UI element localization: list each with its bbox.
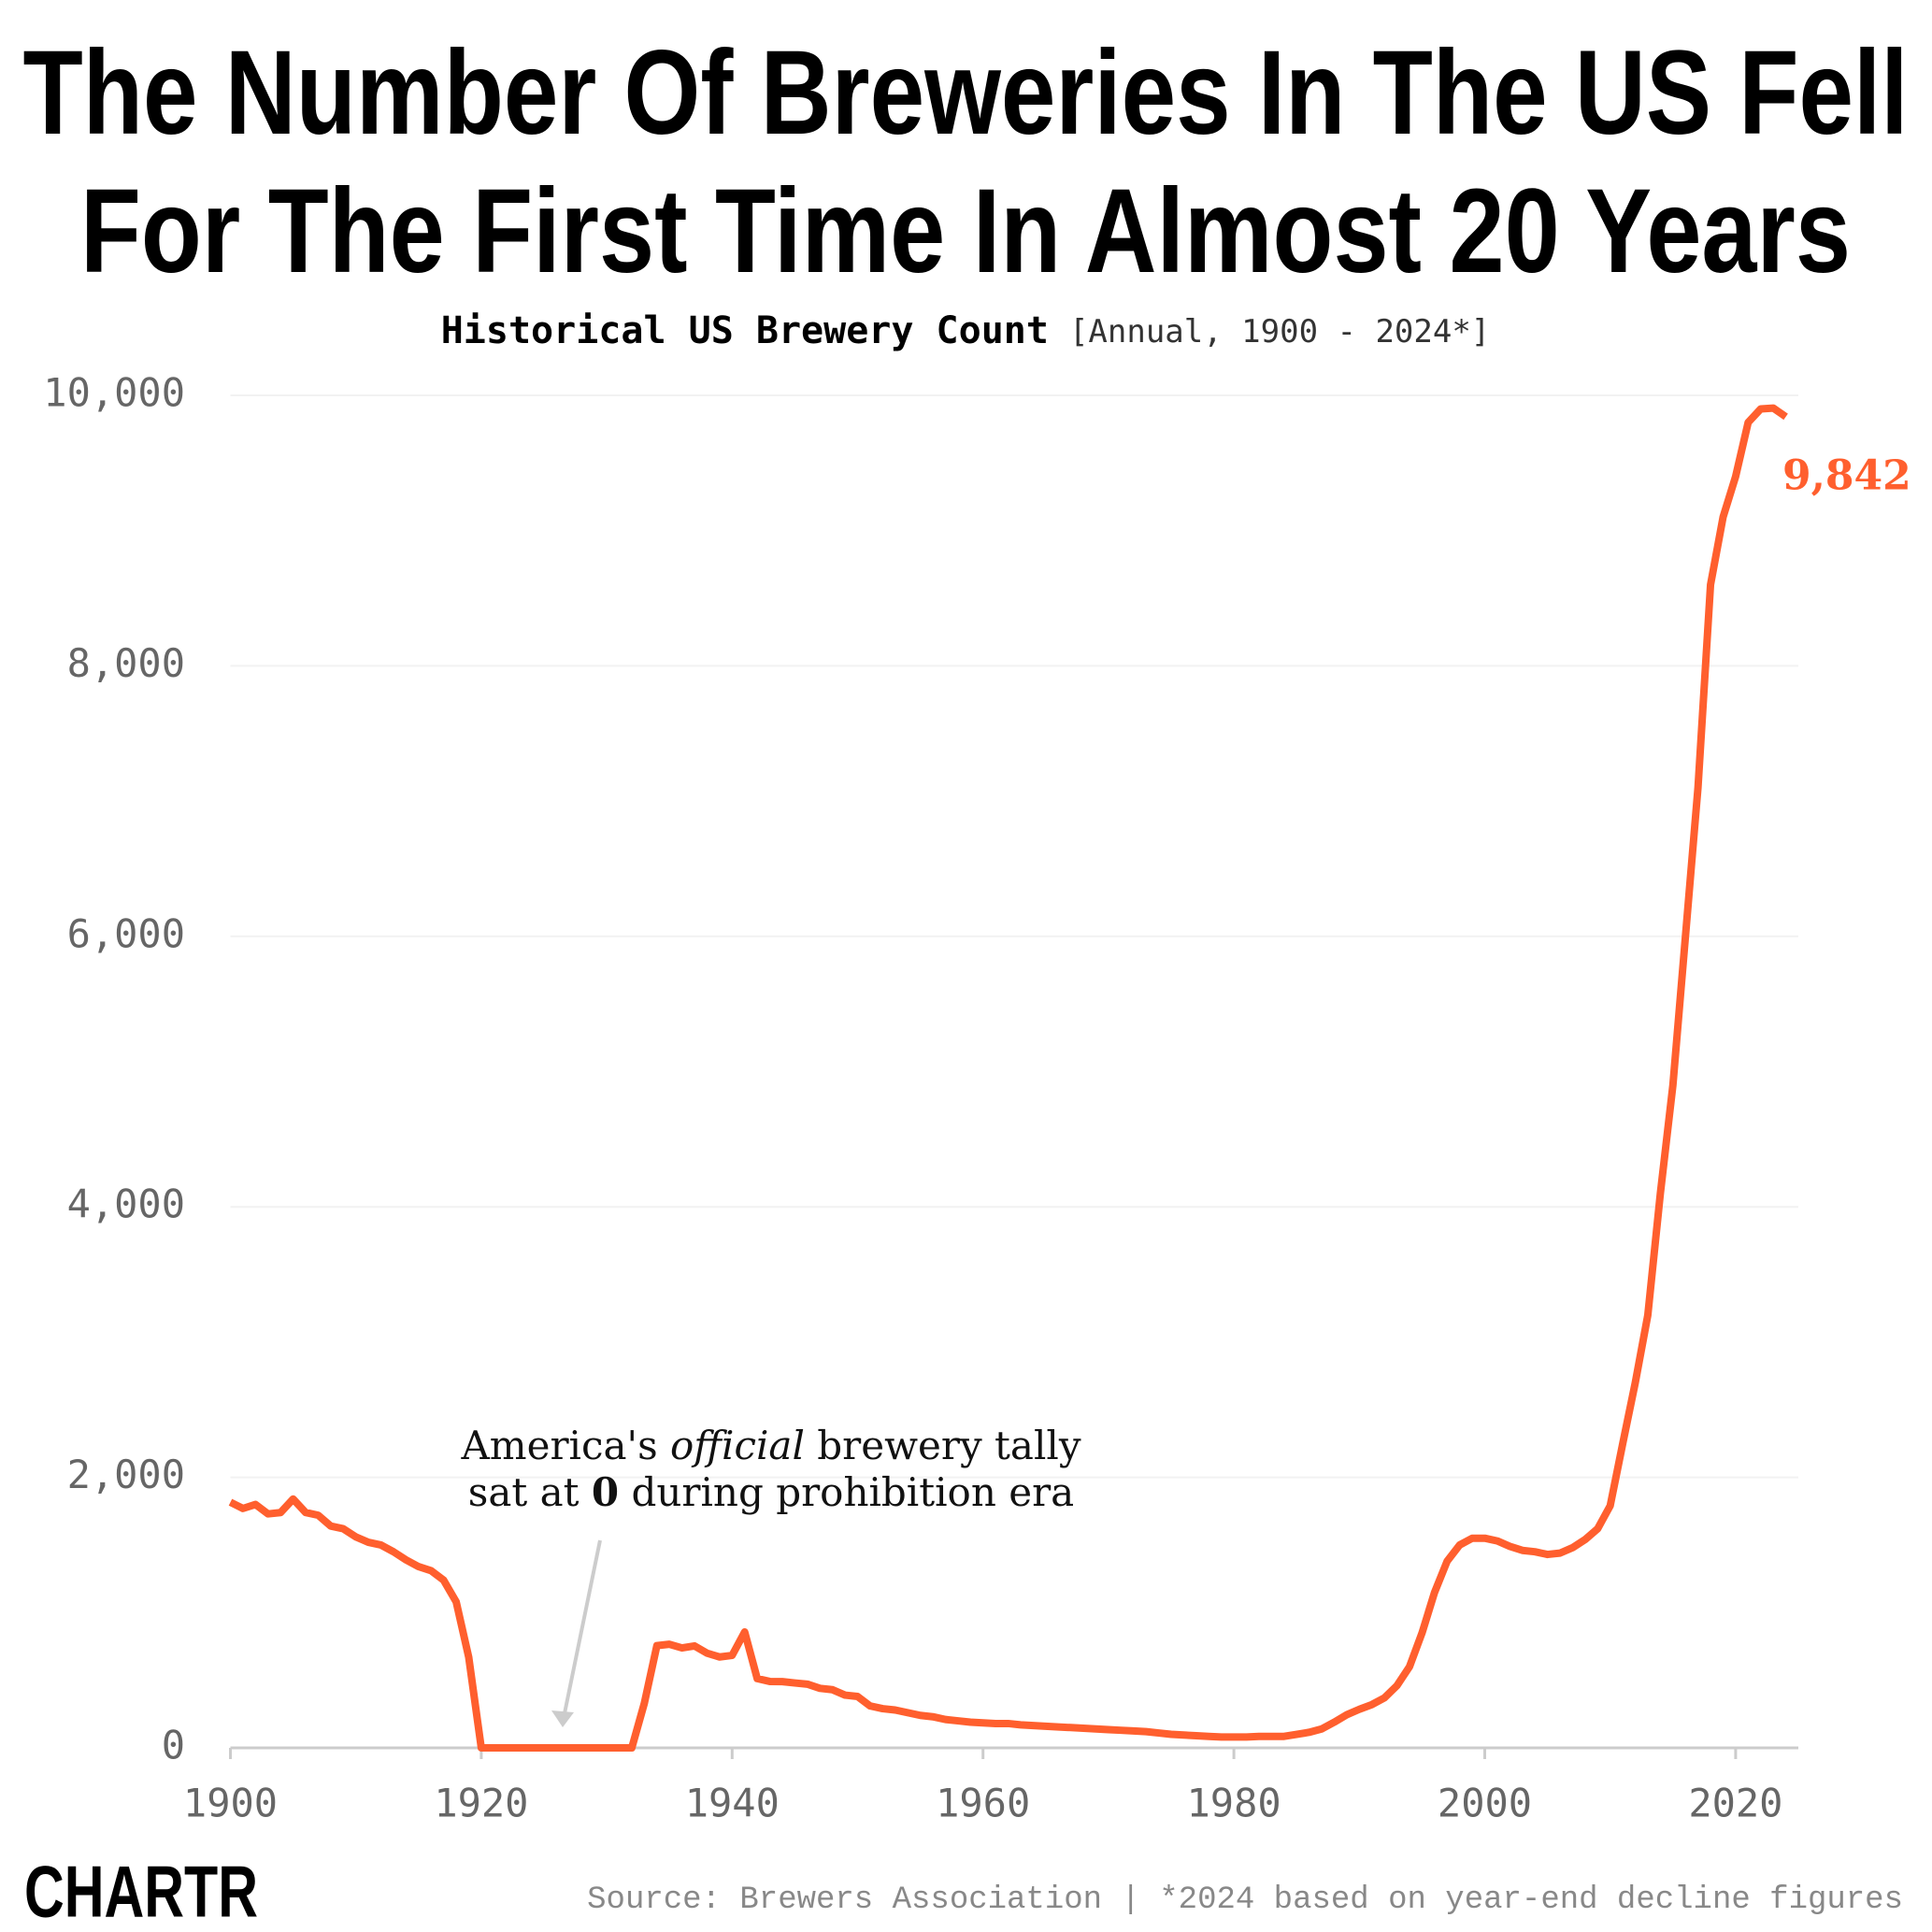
annotation-arrow	[562, 1539, 602, 1719]
x-tick-label: 1960	[936, 1781, 1030, 1826]
y-tick-label: 6,000	[67, 910, 185, 956]
y-tick-label: 2,000	[67, 1452, 185, 1497]
subtitle-main: Historical US Brewery Count	[441, 309, 1049, 352]
subtitle: Historical US Brewery Count [Annual, 1900…	[441, 309, 1491, 352]
data-line	[228, 404, 1788, 1752]
y-tick-label: 10,000	[43, 370, 185, 416]
x-tick-label: 2000	[1438, 1781, 1532, 1826]
y-tick-label: 0	[162, 1723, 185, 1768]
annotation: sat at 0 during prohibition era	[468, 1469, 1074, 1515]
annotation-part: sat at	[468, 1469, 592, 1515]
source: Source: Brewers Association | *2024 base…	[587, 1882, 1903, 1918]
x-tick-label: 2020	[1688, 1781, 1782, 1826]
chart-title: The Number Of Breweries In The US Fell	[23, 26, 1909, 160]
y-tick-label: 4,000	[67, 1181, 185, 1227]
y-tick-label: 8,000	[67, 640, 185, 686]
annotation-part: America's	[460, 1423, 670, 1468]
logo: CHARTR	[24, 1851, 258, 1932]
annotation-part: during prohibition era	[619, 1469, 1074, 1515]
x-tick-label: 1920	[434, 1781, 528, 1826]
annotation-part: brewery tally	[805, 1423, 1081, 1468]
arrow-head	[551, 1710, 574, 1727]
x-tick-label: 1980	[1187, 1781, 1281, 1826]
subtitle-note: [Annual, 1900 - 2024*]	[1069, 313, 1490, 351]
chart-title: For The First Time In Almost 20 Years	[80, 165, 1851, 298]
end-label: 9,842	[1782, 451, 1911, 499]
x-tick-label: 1900	[183, 1781, 278, 1826]
annotation-part: 0	[592, 1469, 619, 1515]
x-tick-label: 1940	[685, 1781, 780, 1826]
annotation-part: official	[670, 1423, 805, 1468]
annotation: America's official brewery tally	[460, 1423, 1080, 1468]
